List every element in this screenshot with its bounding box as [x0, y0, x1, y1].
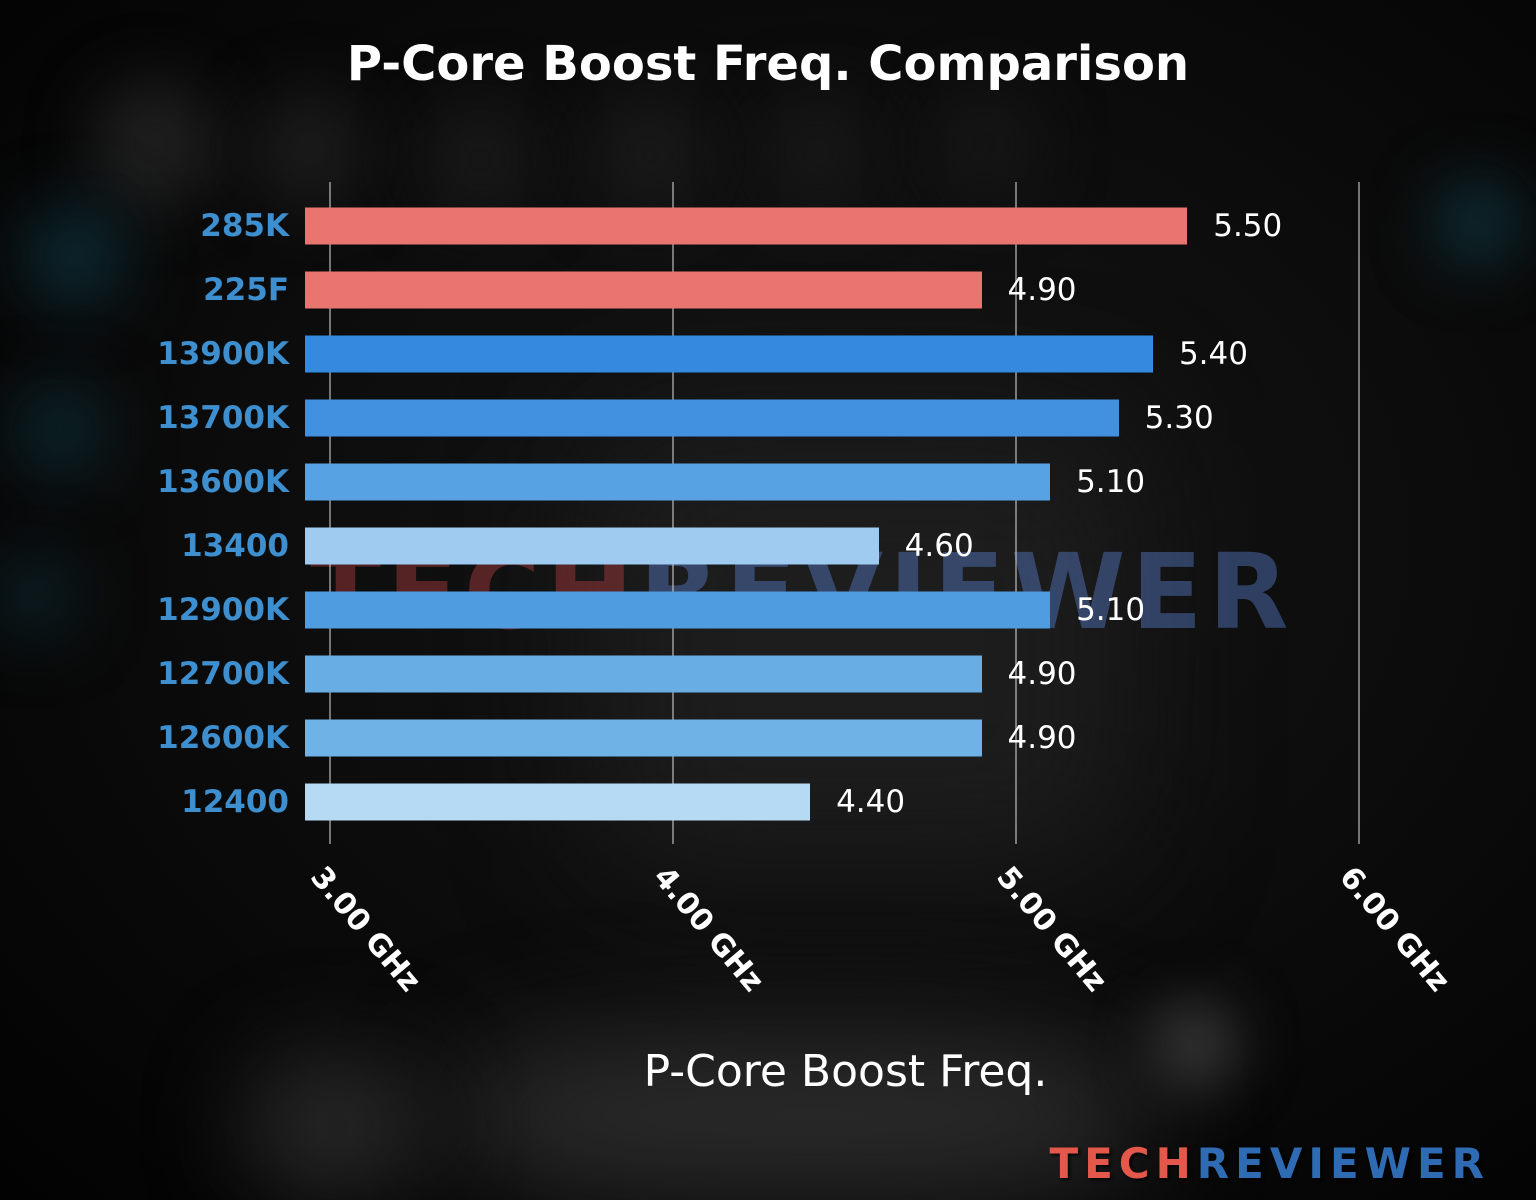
background-blur-shape: [760, 95, 875, 210]
bar: [305, 271, 982, 309]
gridline: [1014, 182, 1017, 844]
value-label: 5.40: [1178, 336, 1248, 372]
bar-row: 13900K 5.40: [157, 322, 1490, 386]
category-label: 13600K: [157, 464, 289, 500]
value-label: 4.90: [1007, 656, 1077, 692]
category-label: 225F: [203, 272, 289, 308]
bar: [305, 527, 879, 565]
background-blur-shape: [0, 560, 70, 630]
value-label: 4.40: [836, 784, 906, 820]
bar-row: 13700K 5.30: [157, 386, 1490, 450]
x-axis-label: P-Core Boost Freq.: [643, 1046, 1048, 1097]
background-blur-shape: [250, 90, 370, 210]
value-label: 5.10: [1076, 464, 1146, 500]
gridline: [1357, 182, 1360, 844]
bar: [305, 207, 1188, 245]
value-label: 4.60: [904, 528, 974, 564]
value-label: 5.10: [1076, 592, 1146, 628]
background-blur-shape: [1440, 185, 1515, 260]
value-label: 5.30: [1144, 400, 1214, 436]
category-label: 12700K: [157, 656, 289, 692]
category-label: 13700K: [157, 400, 289, 436]
bar: [305, 783, 811, 821]
bar-row: 13400 4.60: [181, 514, 1490, 578]
gridline: [671, 182, 674, 844]
gridline: [329, 182, 332, 844]
bar: [305, 399, 1119, 437]
category-label: 13400: [181, 528, 289, 564]
background-blur-shape: [30, 210, 120, 300]
category-label: 12400: [181, 784, 289, 820]
brand-logo: TECHREVIEWER: [1049, 1139, 1490, 1188]
value-label: 4.90: [1007, 272, 1077, 308]
category-label: 12600K: [157, 720, 289, 756]
bar: [305, 591, 1051, 629]
bar: [305, 335, 1153, 373]
background-blur-shape: [930, 90, 1040, 200]
bar-row: 13600K 5.10: [157, 450, 1490, 514]
value-label: 5.50: [1213, 208, 1283, 244]
bar-row: 12400 4.40: [181, 770, 1490, 834]
background-blur-shape: [420, 100, 540, 220]
background-blur-shape: [450, 1030, 1150, 1200]
logo-reviewer: REVIEWER: [1196, 1139, 1490, 1188]
background-blur-shape: [90, 80, 220, 210]
chart-title: P-Core Boost Freq. Comparison: [346, 36, 1190, 92]
value-label: 4.90: [1007, 720, 1077, 756]
background-blur-shape: [20, 390, 100, 470]
logo-tech: TECH: [1049, 1139, 1197, 1188]
bar: [305, 463, 1051, 501]
background-blur-shape: [1150, 1000, 1240, 1090]
category-label: 13900K: [157, 336, 289, 372]
bar-row: 225F 4.90: [203, 258, 1490, 322]
bars-container: 285K 5.50 225F 4.90 13900K 5.40 13700K 5.30 1360…: [157, 182, 1490, 844]
bar: [305, 655, 982, 693]
background-blur-shape: [590, 95, 710, 215]
bar: [305, 719, 982, 757]
category-label: 285K: [200, 208, 289, 244]
bar-row: 285K 5.50: [200, 194, 1490, 258]
bar-row: 12700K 4.90: [157, 642, 1490, 706]
bar-row: 12600K 4.90: [157, 706, 1490, 770]
plot-area: 285K 5.50 225F 4.90 13900K 5.40 13700K 5.30 1360…: [157, 182, 1490, 999]
background-blur-shape: [240, 1050, 430, 1200]
category-label: 12900K: [157, 592, 289, 628]
bar-row: 12900K 5.10: [157, 578, 1490, 642]
